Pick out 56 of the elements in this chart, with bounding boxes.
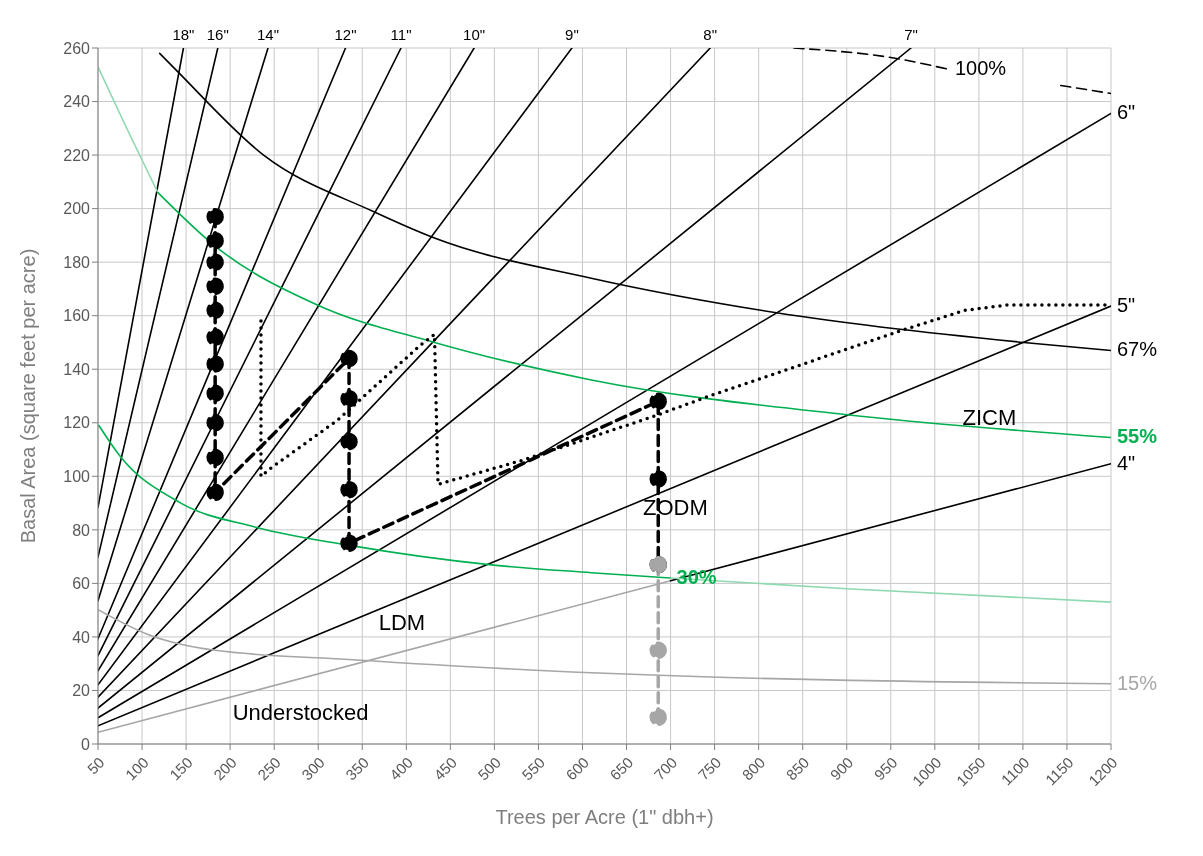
y-tick-label: 140	[63, 360, 91, 378]
x-tick-label: 200	[210, 753, 240, 784]
x-tick-label: 450	[430, 753, 460, 784]
series-label: 15%	[1117, 671, 1158, 694]
x-tick-label: 650	[606, 753, 637, 784]
x-tick-label: 500	[474, 753, 505, 784]
series-label: 6"	[1117, 101, 1136, 124]
y-tick-label: 60	[72, 575, 91, 593]
x-tick-label: 400	[386, 753, 416, 784]
y-tick-label: 160	[63, 307, 91, 325]
x-tick-label: 550	[518, 753, 549, 784]
y-tick-label: 200	[63, 200, 91, 218]
annotation: ZODM	[643, 495, 708, 521]
x-tick-label: 150	[166, 753, 196, 784]
x-tick-label: 100	[121, 753, 152, 784]
annotation: ZICM	[962, 404, 1017, 430]
series-label: 12"	[334, 26, 357, 43]
series-label: 5"	[1117, 294, 1136, 317]
x-axis-title: Trees per Acre (1" dbh+)	[495, 806, 714, 828]
series-label: 8"	[703, 26, 718, 43]
x-tick-label: 850	[782, 753, 813, 784]
series-label: 18"	[172, 26, 195, 43]
y-tick-label: 120	[63, 414, 91, 432]
x-tick-label: 600	[562, 753, 593, 784]
annotation: Understocked	[232, 700, 369, 726]
series-label: 7"	[904, 26, 918, 43]
x-tick-label: 350	[342, 753, 372, 784]
series-label: 30%	[676, 566, 717, 589]
series-label: 16"	[206, 26, 229, 43]
x-tick-label: 750	[694, 753, 725, 784]
y-tick-label: 180	[63, 253, 91, 271]
x-tick-label: 300	[298, 753, 328, 784]
series-label: 4"	[1117, 451, 1136, 474]
x-tick-label: 700	[650, 753, 681, 784]
x-tick-label: 950	[870, 753, 901, 784]
y-tick-label: 80	[72, 521, 91, 539]
series-label: 10"	[463, 26, 486, 43]
y-axis-title: Basal Area (square feet per acre)	[17, 248, 40, 544]
y-tick-label: 220	[63, 146, 91, 164]
x-tick-label: 800	[738, 753, 769, 784]
series-label: 55%	[1117, 425, 1158, 448]
series-label: 11"	[390, 26, 412, 43]
series-label: 9"	[565, 26, 579, 43]
y-tick-label: 20	[72, 682, 91, 700]
series-label: 67%	[1117, 338, 1158, 361]
y-tick-label: 240	[63, 93, 91, 111]
annotation: LDM	[378, 610, 426, 636]
y-tick-label: 260	[63, 39, 91, 57]
y-tick-label: 0	[81, 735, 91, 753]
x-tick-label: 900	[826, 753, 857, 784]
y-tick-label: 100	[63, 467, 91, 485]
x-tick-label: 250	[254, 753, 284, 784]
series-label: 14"	[257, 26, 280, 43]
x-tick-label: 50	[83, 753, 108, 778]
y-tick-label: 40	[72, 628, 91, 646]
series-label: 100%	[954, 57, 1007, 80]
